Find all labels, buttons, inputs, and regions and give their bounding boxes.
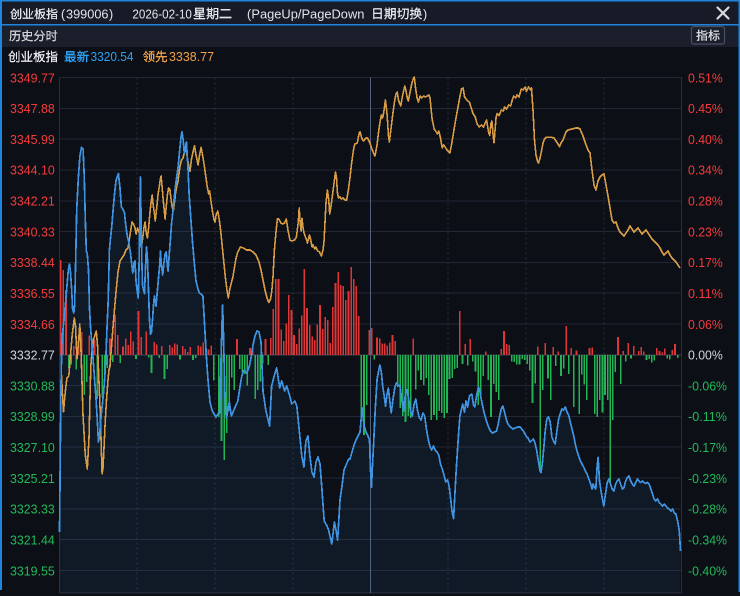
svg-text:3347.88: 3347.88 xyxy=(10,101,55,116)
svg-text:3327.10: 3327.10 xyxy=(10,440,55,455)
svg-text:0.34%: 0.34% xyxy=(688,163,723,178)
svg-text:-0.11%: -0.11% xyxy=(688,409,727,424)
svg-text:0.45%: 0.45% xyxy=(688,101,723,116)
svg-text:0.11%: 0.11% xyxy=(688,286,723,301)
svg-text:3338.77: 3338.77 xyxy=(169,50,214,64)
svg-text:3344.10: 3344.10 xyxy=(10,163,55,178)
svg-text:0.00%: 0.00% xyxy=(688,348,723,363)
svg-text:(: ( xyxy=(61,7,66,21)
svg-text:-0.28%: -0.28% xyxy=(688,502,727,517)
svg-text:3345.99: 3345.99 xyxy=(10,132,55,147)
svg-text:3349.77: 3349.77 xyxy=(10,70,55,85)
svg-text:(: ( xyxy=(247,7,252,21)
svg-text:3320.54: 3320.54 xyxy=(91,50,134,64)
svg-text:3328.99: 3328.99 xyxy=(10,409,55,424)
svg-text:0.40%: 0.40% xyxy=(688,132,723,147)
svg-text:-0.34%: -0.34% xyxy=(688,533,727,548)
svg-text:-0.40%: -0.40% xyxy=(688,563,727,578)
svg-text:0.06%: 0.06% xyxy=(688,317,723,332)
svg-text:0.17%: 0.17% xyxy=(688,255,723,270)
svg-text:): ) xyxy=(423,7,427,21)
svg-text:3330.88: 3330.88 xyxy=(10,378,55,393)
svg-text:3340.33: 3340.33 xyxy=(10,224,55,239)
svg-text:): ) xyxy=(109,7,113,21)
svg-text:3321.44: 3321.44 xyxy=(10,533,55,548)
svg-text:0.28%: 0.28% xyxy=(688,194,723,209)
svg-text:3323.33: 3323.33 xyxy=(10,502,55,517)
svg-text:PageUp/PageDown: PageUp/PageDown xyxy=(251,7,364,21)
svg-text:3332.77: 3332.77 xyxy=(10,348,55,363)
svg-text:-0.17%: -0.17% xyxy=(688,440,727,455)
svg-text:3319.55: 3319.55 xyxy=(10,563,55,578)
svg-text:3338.44: 3338.44 xyxy=(10,255,55,270)
svg-text:3334.66: 3334.66 xyxy=(10,317,55,332)
svg-text:0.23%: 0.23% xyxy=(688,224,723,239)
svg-text:3325.21: 3325.21 xyxy=(10,471,55,486)
svg-text:399006: 399006 xyxy=(66,7,109,21)
svg-text:3342.21: 3342.21 xyxy=(10,194,55,209)
svg-text:3336.55: 3336.55 xyxy=(10,286,55,301)
svg-text:2026-02-10: 2026-02-10 xyxy=(132,7,192,21)
svg-text:-0.23%: -0.23% xyxy=(688,471,727,486)
svg-text:0.51%: 0.51% xyxy=(688,70,723,85)
svg-text:-0.06%: -0.06% xyxy=(688,378,727,393)
